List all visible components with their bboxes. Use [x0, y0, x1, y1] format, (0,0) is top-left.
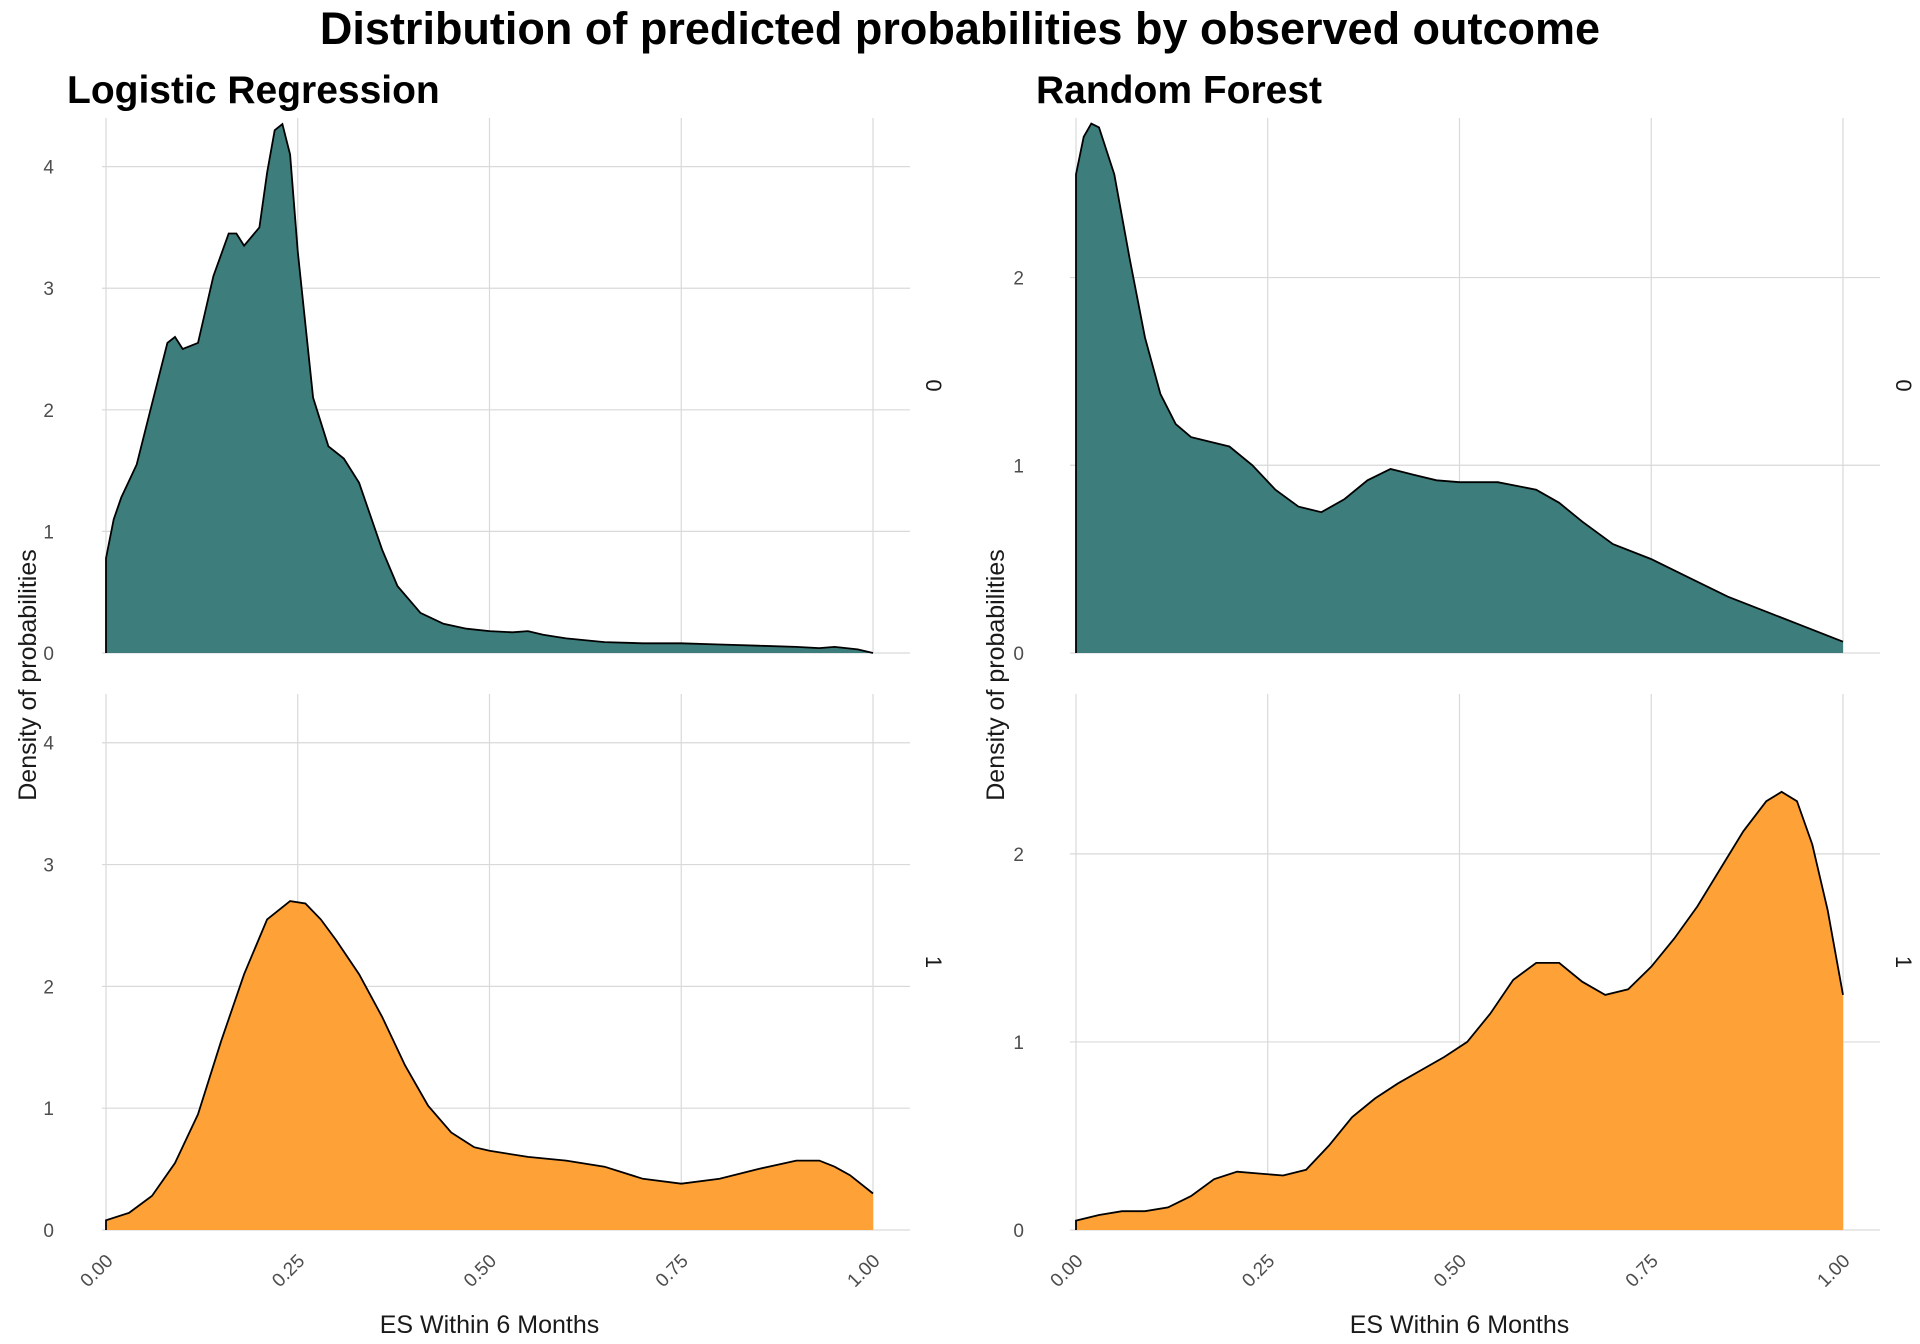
y-tick-label: 3 — [43, 279, 54, 300]
facet-strip-label: 1 — [921, 956, 946, 968]
panel-logistic-regression: Logistic Regression 0 1 2 3 4 0 0 1 2 3 4 1 0.00 0.25 0… — [14, 69, 946, 1339]
x-tick-label: 1.00 — [844, 1251, 885, 1292]
density-line-outcome-0 — [105, 122, 874, 654]
facet-0: 0 1 2 3 4 0 — [43, 118, 946, 665]
y-tick-label: 1 — [1013, 1033, 1024, 1054]
y-tick-label: 2 — [1013, 269, 1024, 290]
y-tick-label: 1 — [43, 522, 54, 543]
density-line-outcome-0 — [1075, 122, 1844, 653]
x-tick-label: 0.25 — [1238, 1251, 1279, 1292]
facet-1: 0 1 2 3 4 1 — [43, 694, 946, 1242]
y-tick-label: 2 — [43, 977, 54, 998]
y-tick-label: 4 — [43, 158, 54, 179]
panel-random-forest: Random Forest 0 1 2 0 0 1 2 1 0.00 0.25 0.50 0.75 1.0… — [982, 69, 1916, 1339]
y-tick-label: 4 — [43, 734, 54, 755]
density-area-outcome-1 — [1076, 791, 1843, 1230]
facet-strip-label: 0 — [1891, 379, 1916, 391]
facet-0: 0 1 2 0 — [1013, 118, 1916, 665]
y-axis-title: Density of probabilities — [14, 549, 42, 801]
x-tick-label: 0.25 — [268, 1251, 309, 1292]
y-tick-label: 1 — [1013, 456, 1024, 477]
x-tick-label: 0.50 — [1430, 1251, 1471, 1292]
x-axis-title: ES Within 6 Months — [1350, 1311, 1570, 1339]
chart-title: Distribution of predicted probabilities … — [320, 3, 1600, 54]
y-tick-label: 0 — [43, 644, 54, 665]
y-tick-label: 2 — [43, 401, 54, 422]
y-tick-label: 0 — [1013, 644, 1024, 665]
x-tick-label: 0.00 — [77, 1251, 118, 1292]
y-tick-label: 2 — [1013, 845, 1024, 866]
y-tick-label: 0 — [43, 1221, 54, 1242]
x-tick-label: 1.00 — [1814, 1251, 1855, 1292]
density-line-outcome-1 — [1075, 790, 1844, 1230]
facet-strip-label: 0 — [921, 379, 946, 391]
density-area-outcome-0 — [1076, 123, 1843, 654]
panel-title: Random Forest — [1036, 69, 1322, 112]
x-axis-title: ES Within 6 Months — [380, 1311, 600, 1339]
x-tick-label: 0.75 — [1622, 1251, 1663, 1292]
x-tick-label: 0.75 — [652, 1251, 693, 1292]
y-axis-title: Density of probabilities — [982, 549, 1010, 801]
density-line-outcome-1 — [105, 900, 874, 1230]
y-tick-label: 0 — [1013, 1221, 1024, 1242]
panel-title: Logistic Regression — [67, 69, 440, 112]
density-area-outcome-1 — [106, 901, 873, 1230]
x-tick-label: 0.00 — [1047, 1251, 1088, 1292]
facet-strip-label: 1 — [1891, 956, 1916, 968]
facet-1: 0 1 2 1 — [1013, 694, 1916, 1242]
y-tick-label: 1 — [43, 1099, 54, 1120]
x-tick-label: 0.50 — [460, 1251, 501, 1292]
y-tick-label: 3 — [43, 856, 54, 877]
